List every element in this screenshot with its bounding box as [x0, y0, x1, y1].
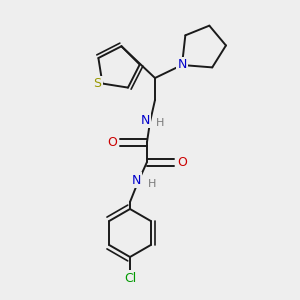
- Text: H: H: [156, 118, 164, 128]
- Text: N: N: [131, 173, 141, 187]
- Text: S: S: [93, 77, 101, 90]
- Text: O: O: [177, 155, 187, 169]
- Text: H: H: [148, 179, 156, 189]
- Text: O: O: [107, 136, 117, 148]
- Text: Cl: Cl: [124, 272, 136, 284]
- Text: N: N: [140, 113, 150, 127]
- Text: N: N: [177, 58, 187, 71]
